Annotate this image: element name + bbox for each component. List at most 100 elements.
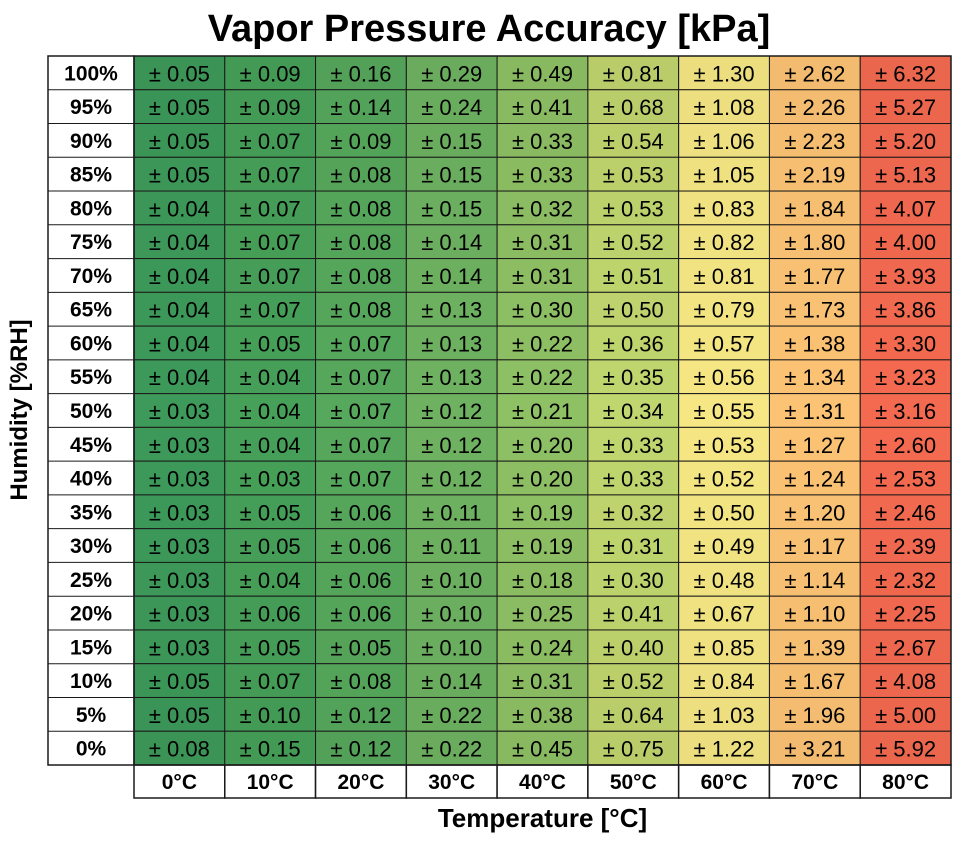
heatmap-cell [405,359,498,395]
column-label-cell [587,764,680,799]
heatmap-cell [405,426,498,462]
cell-value-label: ± 0.04 [240,433,301,458]
cell-value-label: ± 0.11 [422,534,481,559]
cell-value-label: ± 0.15 [240,737,301,762]
heatmap-cell [224,595,317,631]
heatmap-cell [587,325,680,361]
cell-value-label: ± 0.24 [512,635,573,660]
cell-value-label: ± 1.17 [784,534,845,559]
row-label: 10% [70,670,112,693]
row-label: 95% [70,96,112,119]
cell-value-label: ± 0.75 [603,737,664,762]
cell-value-label: ± 0.03 [240,467,301,492]
heatmap-cell [315,696,407,732]
cell-value-label: ± 0.06 [330,568,391,593]
row-label: 30% [70,535,112,558]
heatmap-cell [587,528,680,563]
heatmap-cell [859,291,952,327]
heatmap-cell [768,696,861,732]
cell-value-label: ± 3.16 [875,399,936,424]
heatmap-cell [405,696,498,732]
heatmap-cell [678,595,770,631]
cell-value-label: ± 0.38 [512,703,573,728]
cell-value-label: ± 0.08 [149,737,210,762]
cell-value-label: ± 0.03 [149,635,210,660]
cell-value-label: ± 0.33 [512,129,573,154]
cell-value-label: ± 0.31 [512,669,573,694]
row-label: 45% [70,434,112,457]
cell-value-label: ± 0.04 [240,568,301,593]
cell-value-label: ± 0.79 [694,298,755,323]
cell-value-label: ± 6.32 [875,61,936,86]
cell-value-label: ± 0.04 [149,230,210,255]
cell-value-label: ± 0.31 [603,534,664,559]
heatmap-cell [133,291,226,327]
heatmap-cell [859,359,952,395]
heatmap-cell [678,224,770,260]
column-label: 30°C [428,771,475,794]
cell-value-label: ± 1.80 [784,230,845,255]
row-label: 0% [76,738,107,761]
heatmap-cell [315,730,407,766]
heatmap-cell [133,224,226,260]
cell-value-label: ± 1.08 [694,95,755,120]
heatmap-cell [859,190,952,226]
row-label: 50% [70,400,112,423]
row-label: 85% [70,164,112,187]
cell-value-label: ± 0.16 [330,61,391,86]
heatmap-cell [587,393,680,428]
cell-value-label: ± 1.39 [784,635,845,660]
heatmap-cell [405,663,498,698]
cell-value-label: ± 0.08 [330,264,391,289]
cell-value-label: ± 0.48 [694,568,755,593]
heatmap-cell [768,325,861,361]
cell-value-label: ± 0.14 [421,669,482,694]
cell-value-label: ± 0.07 [240,230,301,255]
row-label: 70% [70,265,112,288]
cell-value-label: ± 3.30 [875,331,936,356]
cell-value-label: ± 0.15 [421,129,482,154]
cell-value-label: ± 0.07 [240,129,301,154]
cell-value-label: ± 1.20 [784,500,845,525]
heatmap-cell [224,258,317,293]
heatmap-cell [678,460,770,496]
heatmap-cell [768,393,861,428]
cell-value-label: ± 0.07 [240,298,301,323]
heatmap-cell [587,629,680,665]
heatmap-cell [768,55,861,91]
cell-value-label: ± 0.03 [149,399,210,424]
cell-value-label: ± 1.27 [784,433,845,458]
cell-value-label: ± 1.10 [784,602,845,627]
heatmap-cell [496,595,589,631]
heatmap-cell [587,494,680,530]
cell-value-label: ± 1.77 [784,264,845,289]
column-label: 60°C [701,771,748,794]
heatmap-cell [859,426,952,462]
row-label: 25% [70,569,112,592]
heatmap-cell [405,89,498,125]
heatmap-cell [859,258,952,293]
row-label: 35% [70,501,112,524]
heatmap-cell [224,224,317,260]
heatmap-cell [496,629,589,665]
heatmap-cell [496,359,589,395]
cell-value-label: ± 0.03 [149,500,210,525]
cell-value-label: ± 2.19 [784,163,845,188]
heatmap-cell [496,190,589,226]
cell-value-label: ± 0.12 [421,467,482,492]
cell-value-label: ± 0.12 [330,737,391,762]
heatmap-cell [587,123,680,158]
heatmap-cell [768,258,861,293]
cell-value-label: ± 0.45 [512,737,573,762]
cell-value-label: ± 4.00 [875,230,936,255]
heatmap-cell [133,55,226,91]
heatmap-cell [859,730,952,766]
cell-value-label: ± 1.73 [784,298,845,323]
heatmap-cell [224,393,317,428]
cell-value-label: ± 0.14 [421,230,482,255]
cell-value-label: ± 2.62 [784,61,845,86]
cell-value-label: ± 0.06 [330,534,391,559]
cell-value-label: ± 0.09 [240,61,301,86]
cell-value-label: ± 0.29 [421,61,482,86]
column-label: 10°C [247,771,294,794]
